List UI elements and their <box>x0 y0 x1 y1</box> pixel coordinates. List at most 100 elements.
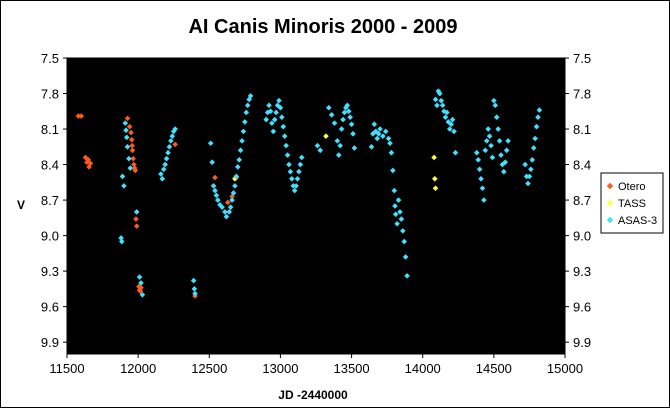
data-point-asas-3 <box>489 154 496 161</box>
data-point-asas-3 <box>371 121 378 128</box>
y-tick-label: 9.0 <box>41 229 59 244</box>
data-point-asas-3 <box>473 149 480 156</box>
data-point-asas-3 <box>210 183 217 189</box>
y-tick-label-right: 8.4 <box>573 158 591 173</box>
data-point-asas-3 <box>242 119 248 125</box>
data-point-asas-3 <box>496 138 503 144</box>
data-point-asas-3 <box>237 147 244 154</box>
data-point-asas-3 <box>121 183 127 189</box>
legend-marker-asas-3 <box>606 216 614 224</box>
data-point-asas-3 <box>246 96 252 103</box>
data-point-otero <box>137 288 144 295</box>
data-point-asas-3 <box>123 127 129 134</box>
data-point-tass <box>323 133 329 139</box>
y-tick-label: 8.4 <box>41 158 59 173</box>
data-point-asas-3 <box>240 128 247 135</box>
data-point-otero <box>128 136 135 143</box>
data-point-asas-3 <box>170 128 177 135</box>
data-point-asas-3 <box>118 238 125 245</box>
data-point-asas-3 <box>165 149 171 156</box>
data-point-asas-3 <box>334 138 341 144</box>
data-point-asas-3 <box>503 147 510 154</box>
data-point-asas-3 <box>501 168 507 175</box>
data-point-asas-3 <box>223 213 230 220</box>
legend-marker-tass <box>606 199 614 207</box>
data-point-asas-3 <box>535 114 541 120</box>
data-point-asas-3 <box>243 109 250 116</box>
data-point-asas-3 <box>191 286 198 292</box>
data-point-otero <box>78 113 85 119</box>
data-point-asas-3 <box>495 126 501 132</box>
data-point-tass <box>232 175 238 182</box>
data-point-asas-3 <box>522 161 528 168</box>
data-point-asas-3 <box>444 109 450 116</box>
data-point-asas-3 <box>239 138 245 144</box>
data-point-asas-3 <box>390 167 396 174</box>
data-point-asas-3 <box>286 161 292 168</box>
data-point-asas-3 <box>172 126 178 132</box>
data-point-asas-3 <box>492 102 499 109</box>
data-point-asas-3 <box>234 164 241 170</box>
x-tick-label: 14500 <box>476 361 512 376</box>
data-point-asas-3 <box>475 157 482 163</box>
data-point-asas-3 <box>331 120 338 126</box>
data-point-asas-3 <box>314 142 321 149</box>
data-point-tass <box>432 185 439 192</box>
legend-label-otero: Otero <box>618 181 646 193</box>
data-point-asas-3 <box>525 180 531 187</box>
y-tick-label-right: 9.3 <box>573 264 591 279</box>
data-point-asas-3 <box>126 155 132 162</box>
data-point-asas-3 <box>335 152 342 158</box>
data-point-asas-3 <box>217 202 223 208</box>
data-point-asas-3 <box>533 123 540 130</box>
data-point-asas-3 <box>138 280 144 286</box>
data-point-asas-3 <box>347 114 353 120</box>
data-point-asas-3 <box>293 183 299 189</box>
data-point-asas-3 <box>436 90 443 97</box>
data-point-asas-3 <box>123 134 130 141</box>
data-point-asas-3 <box>281 133 288 139</box>
data-point-asas-3 <box>192 290 198 297</box>
y-tick-label-right: 9.0 <box>573 229 591 244</box>
data-point-asas-3 <box>442 114 449 120</box>
data-point-asas-3 <box>284 152 291 158</box>
data-point-asas-3 <box>277 104 284 111</box>
data-point-asas-3 <box>375 130 382 137</box>
data-point-asas-3 <box>118 235 124 241</box>
y-tick-label-right: 9.6 <box>573 300 591 315</box>
data-point-asas-3 <box>162 161 168 168</box>
legend: Otero TASS ASAS-3 <box>600 172 664 234</box>
data-point-otero <box>131 161 137 168</box>
plot-area <box>66 57 566 355</box>
y-tick-label: 7.5 <box>41 51 59 66</box>
data-point-asas-3 <box>382 128 389 135</box>
data-point-asas-3 <box>532 135 538 142</box>
data-point-asas-3 <box>273 109 279 116</box>
data-point-asas-3 <box>283 142 289 149</box>
data-point-asas-3 <box>344 102 351 109</box>
data-point-asas-3 <box>446 126 453 132</box>
x-tick-label: 11500 <box>49 361 84 376</box>
y-tick-label-right: 7.5 <box>573 51 591 66</box>
data-point-asas-3 <box>136 274 143 280</box>
data-point-asas-3 <box>166 144 173 150</box>
data-point-asas-3 <box>122 120 129 126</box>
data-point-asas-3 <box>529 157 536 163</box>
data-point-asas-3 <box>388 149 395 156</box>
y-tick-label: 9.6 <box>41 300 59 315</box>
data-point-asas-3 <box>391 187 398 194</box>
data-point-asas-3 <box>385 135 392 142</box>
data-point-asas-3 <box>483 138 490 144</box>
y-tick-label-right: 8.7 <box>573 193 591 208</box>
data-point-asas-3 <box>266 102 272 109</box>
data-point-asas-3 <box>326 104 332 111</box>
data-point-asas-3 <box>526 173 533 180</box>
data-point-otero <box>138 284 144 291</box>
data-point-otero <box>172 141 178 148</box>
data-point-otero <box>229 193 235 200</box>
data-point-asas-3 <box>290 183 297 189</box>
data-point-asas-3 <box>247 93 254 99</box>
data-point-asas-3 <box>298 154 305 161</box>
data-point-asas-3 <box>215 197 221 203</box>
